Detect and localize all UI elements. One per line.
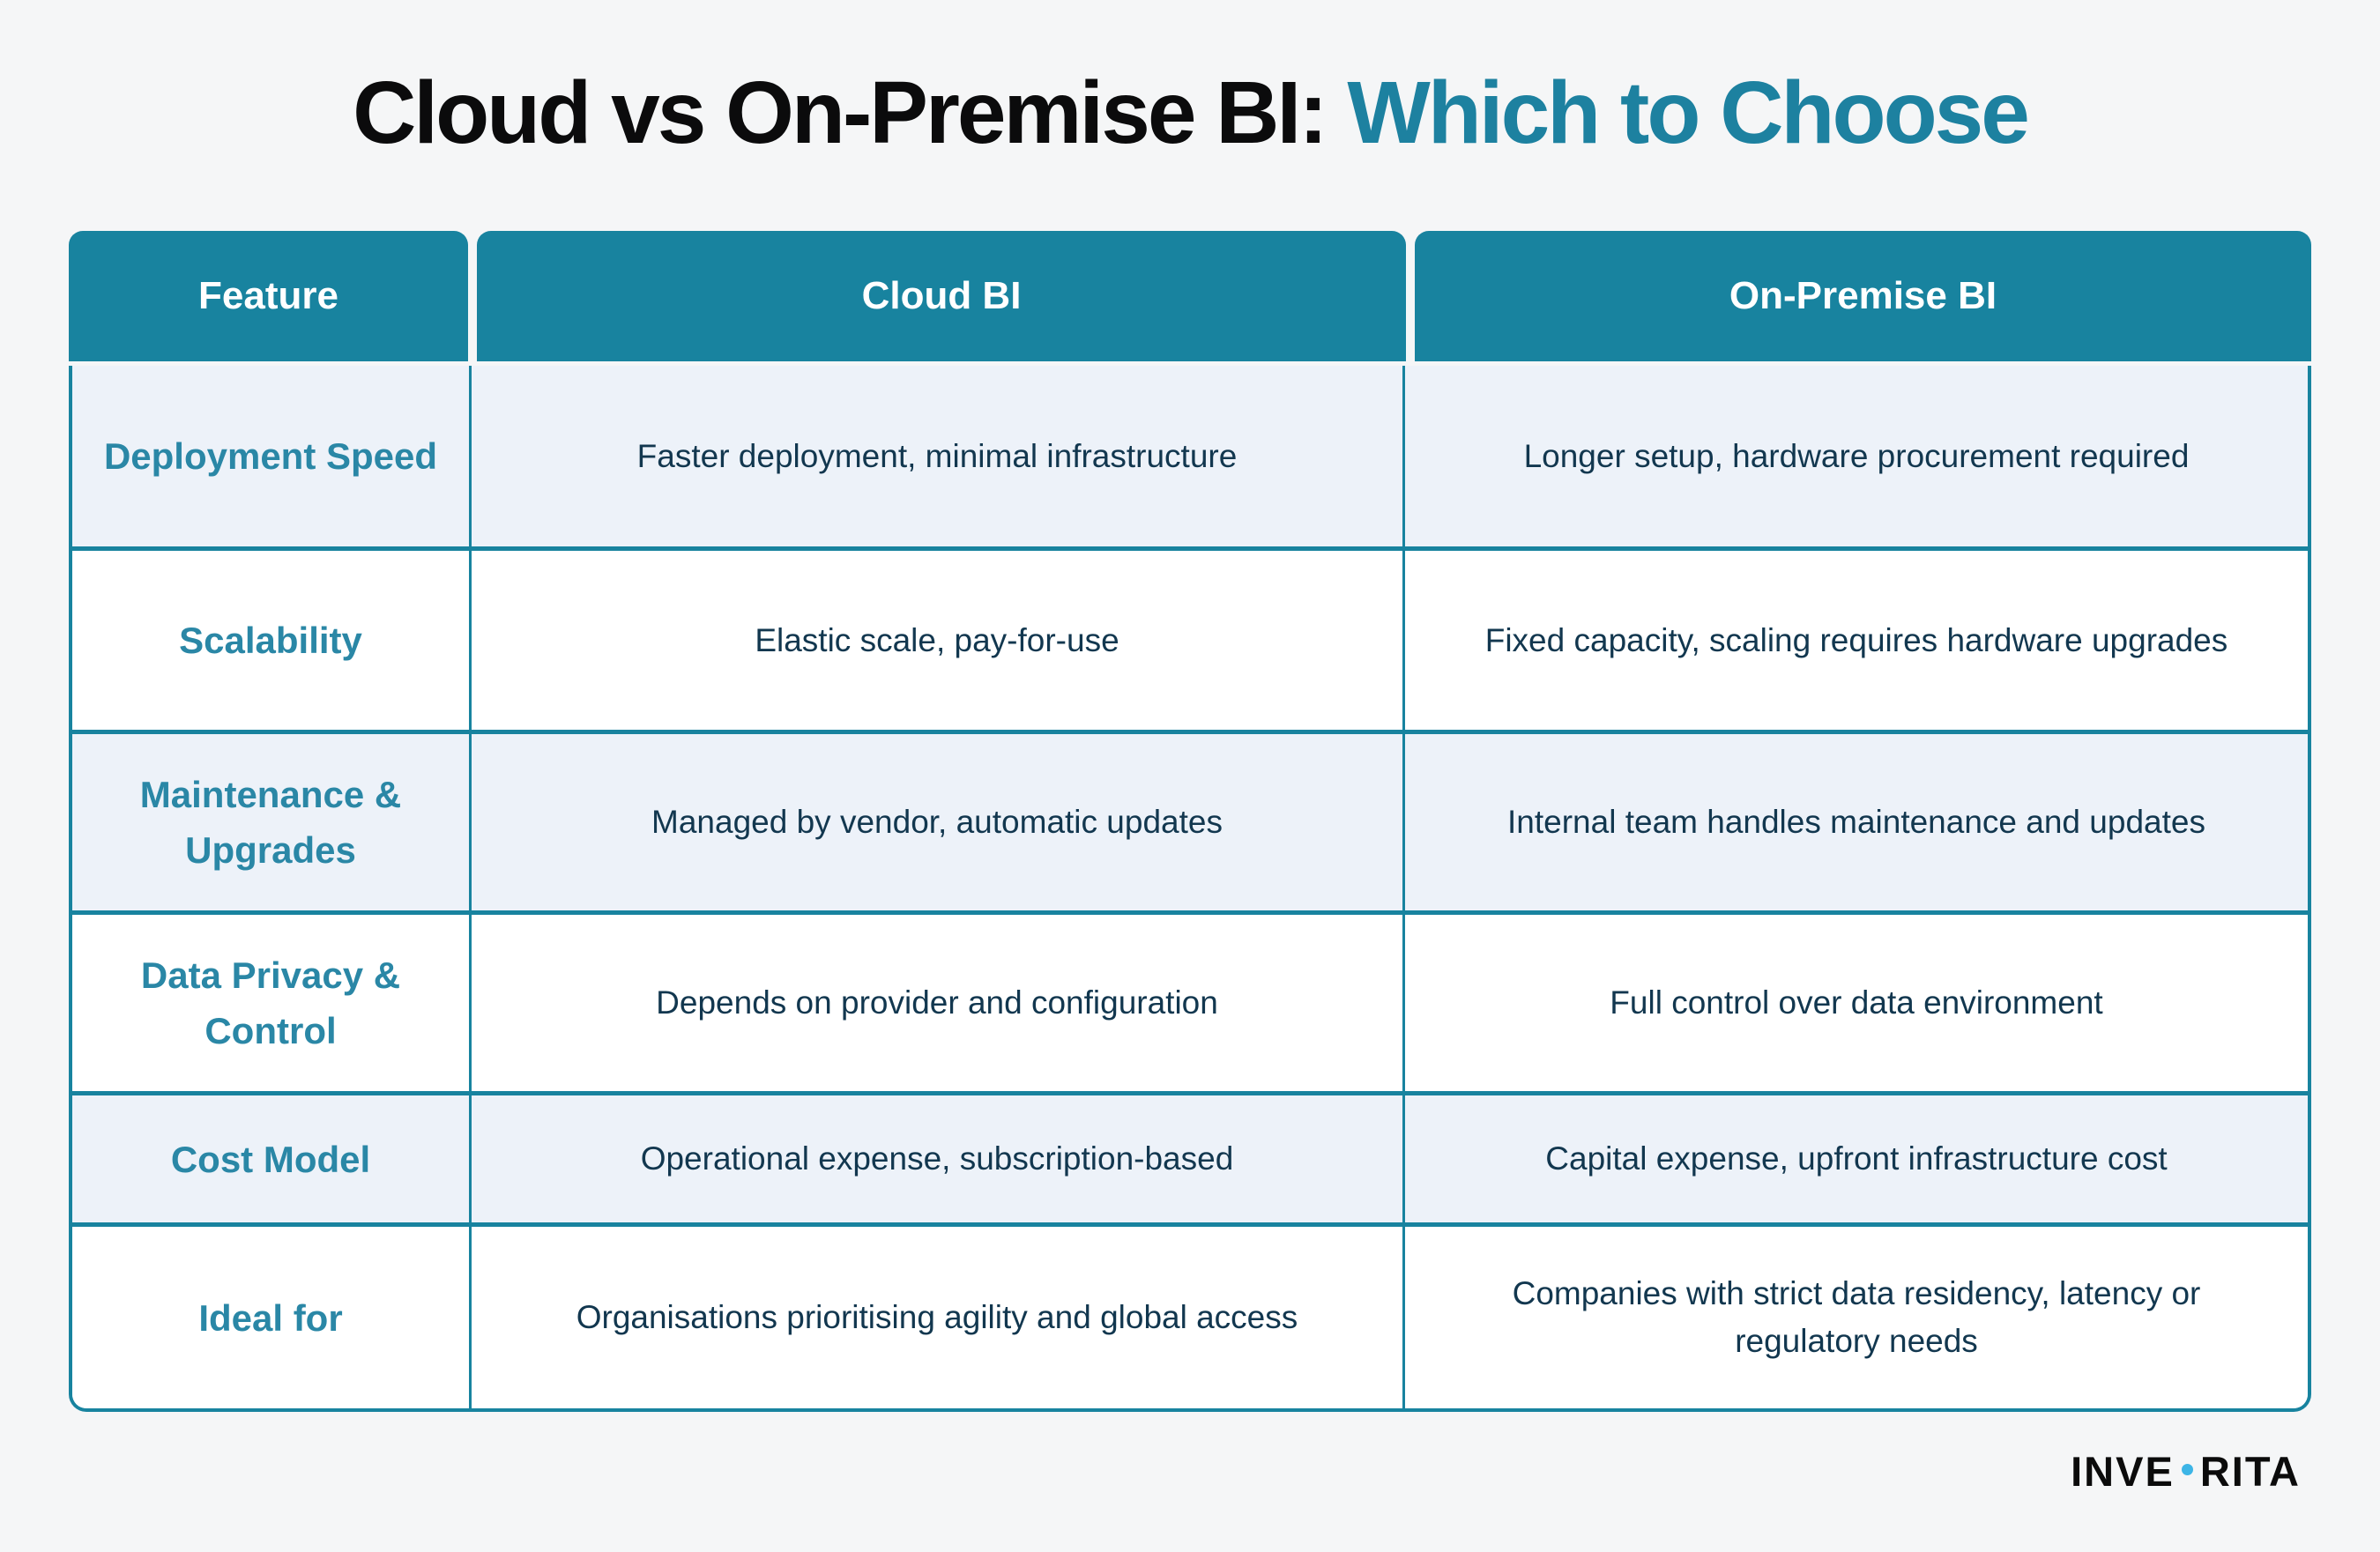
table-row: Maintenance & Upgrades Managed by vendor… — [72, 730, 2308, 910]
title-accent: Which to Choose — [1347, 63, 2030, 162]
on-premise-bi-cell: Companies with strict data residency, la… — [1512, 1275, 2201, 1359]
table-row: Scalability Elastic scale, pay-for-use F… — [72, 546, 2308, 730]
table-body: Deployment Speed Faster deployment, mini… — [69, 366, 2311, 1412]
table-row: Ideal for Organisations prioritising agi… — [72, 1222, 2308, 1408]
feature-cell: Deployment Speed — [72, 366, 472, 546]
logo-text-right: RITA — [2199, 1448, 2301, 1495]
column-header-cloud-bi: Cloud BI — [477, 231, 1406, 361]
table-row: Data Privacy & Control Depends on provid… — [72, 910, 2308, 1091]
column-header-feature: Feature — [69, 231, 468, 361]
table-row: Cost Model Operational expense, subscrip… — [72, 1091, 2308, 1222]
on-premise-bi-cell: Longer setup, hardware procurement requi… — [1523, 437, 2190, 474]
logo-dot-icon — [2181, 1464, 2193, 1475]
comparison-table: Feature Cloud BI On-Premise BI Deploymen… — [69, 231, 2311, 1412]
cloud-bi-cell: Elastic scale, pay-for-use — [472, 551, 1405, 730]
cloud-bi-cell: Faster deployment, minimal infrastructur… — [472, 366, 1405, 546]
cloud-bi-cell: Depends on provider and configuration — [472, 915, 1405, 1091]
on-premise-bi-cell: Full control over data environment — [1610, 984, 2103, 1021]
feature-cell: Maintenance & Upgrades — [72, 734, 472, 910]
feature-cell: Ideal for — [72, 1227, 472, 1408]
cloud-bi-cell: Organisations prioritising agility and g… — [472, 1227, 1405, 1408]
on-premise-bi-cell: Fixed capacity, scaling requires hardwar… — [1484, 621, 2228, 658]
feature-cell: Cost Model — [72, 1095, 472, 1222]
feature-cell: Data Privacy & Control — [72, 915, 472, 1091]
on-premise-bi-cell: Internal team handles maintenance and up… — [1507, 804, 2205, 841]
on-premise-bi-cell: Capital expense, upfront infrastructure … — [1545, 1140, 2168, 1177]
page-title: Cloud vs On-Premise BI: Which to Choose — [0, 69, 2380, 157]
feature-cell: Scalability — [72, 551, 472, 730]
table-row: Deployment Speed Faster deployment, mini… — [72, 366, 2308, 546]
title-main: Cloud vs On-Premise BI: — [353, 63, 1348, 162]
table-header-row: Feature Cloud BI On-Premise BI — [69, 231, 2311, 361]
inverita-logo: INVE RITA — [2071, 1447, 2301, 1496]
logo-text-left: INVE — [2071, 1448, 2175, 1495]
column-header-on-premise-bi: On-Premise BI — [1415, 231, 2311, 361]
cloud-bi-cell: Managed by vendor, automatic updates — [472, 734, 1405, 910]
cloud-bi-cell: Operational expense, subscription-based — [472, 1095, 1405, 1222]
